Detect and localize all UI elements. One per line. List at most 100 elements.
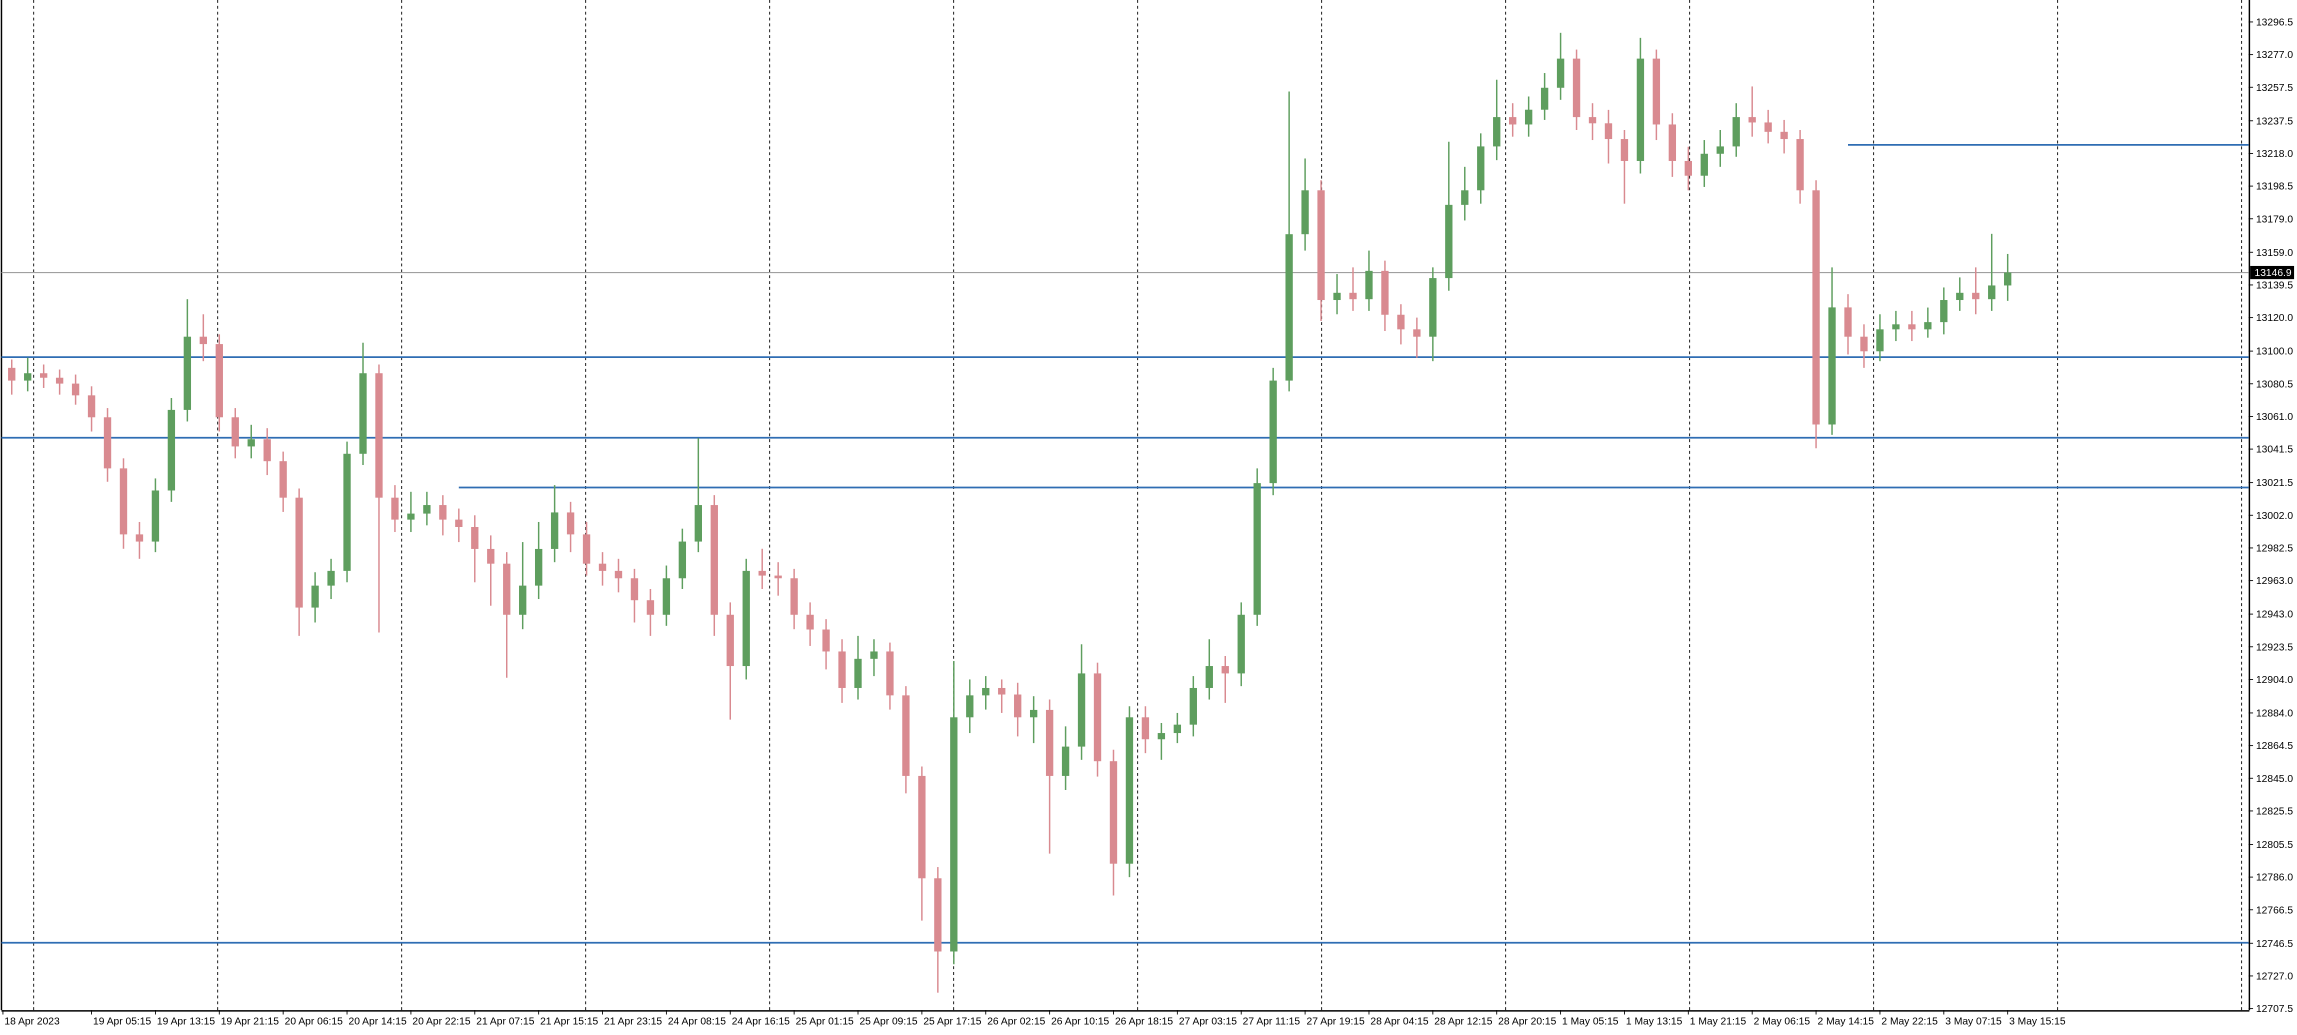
x-tick-label: 25 Apr 17:15 <box>923 1017 981 1028</box>
candle-body <box>279 461 287 498</box>
x-tick-label: 26 Apr 18:15 <box>1115 1017 1173 1028</box>
candle-body <box>1045 709 1054 776</box>
x-tick-label: 24 Apr 08:15 <box>668 1017 726 1028</box>
candle-body <box>694 505 702 542</box>
x-tick-label: 28 Apr 04:15 <box>1370 1017 1428 1028</box>
y-tick-label: 12805.5 <box>2256 840 2293 851</box>
current-price-label: 13146.9 <box>2255 268 2292 279</box>
candle-body <box>902 695 910 776</box>
candle-body <box>1540 87 1549 110</box>
candle-body <box>135 534 144 542</box>
x-tick-label: 1 May 21:15 <box>1690 1017 1747 1028</box>
candle-body <box>1061 746 1070 776</box>
candle-body <box>1572 58 1581 118</box>
y-tick-label: 13002.0 <box>2256 511 2293 522</box>
candle-body <box>391 497 399 520</box>
candle-body <box>1524 109 1533 125</box>
candle-body <box>1892 324 1900 330</box>
candle-body <box>167 409 176 491</box>
candle-body <box>1636 58 1645 161</box>
candle-body <box>870 651 878 659</box>
candle-body <box>758 570 766 576</box>
y-tick-label: 13237.5 <box>2256 116 2293 127</box>
candle-body <box>1269 380 1277 484</box>
candle-body <box>519 585 527 615</box>
candle-body <box>343 453 351 571</box>
candle-body <box>1556 58 1565 88</box>
x-tick-label: 20 Apr 14:15 <box>349 1017 407 1028</box>
candle-body <box>1413 329 1421 337</box>
candle-body <box>1253 483 1261 615</box>
candle-body <box>598 563 607 571</box>
candle-body <box>534 548 543 586</box>
y-tick-label: 12845.0 <box>2256 774 2293 785</box>
candle-body <box>1844 307 1852 337</box>
candle-body <box>1700 153 1708 176</box>
candle-body <box>1014 694 1022 718</box>
candle-body <box>183 336 192 410</box>
candle-body <box>1828 307 1836 425</box>
candle-body <box>1349 292 1357 300</box>
candle-body <box>1189 687 1197 725</box>
candle-body <box>1141 717 1150 740</box>
candle-body <box>774 575 782 579</box>
candle-body <box>742 570 750 667</box>
y-tick-label: 13139.5 <box>2256 280 2293 291</box>
candle-body <box>566 512 575 535</box>
y-tick-label: 12746.5 <box>2256 939 2293 950</box>
x-tick-label: 1 May 05:15 <box>1562 1017 1619 1028</box>
candle-body <box>1924 322 1932 330</box>
candle-body <box>423 505 431 514</box>
candle-body <box>1109 761 1118 864</box>
candle-body <box>471 527 479 549</box>
candle-body <box>1604 123 1613 140</box>
candle-body <box>1620 139 1629 161</box>
y-tick-label: 13159.0 <box>2256 248 2293 259</box>
candle-body <box>103 417 112 469</box>
candle-body <box>455 519 463 528</box>
candle-body <box>1716 146 1724 154</box>
candle-body <box>407 513 415 520</box>
y-tick-label: 13218.0 <box>2256 149 2293 160</box>
candle-body <box>1956 292 1964 301</box>
x-tick-label: 26 Apr 02:15 <box>987 1017 1045 1028</box>
candle-body <box>966 695 974 718</box>
candle-body <box>1093 673 1102 762</box>
candle-body <box>550 512 559 549</box>
candle-body <box>263 439 271 462</box>
candle-body <box>24 373 32 381</box>
candle-body <box>199 336 207 345</box>
y-tick-label: 12766.5 <box>2256 905 2293 916</box>
candle-body <box>1509 117 1517 125</box>
candle-body <box>662 578 671 615</box>
x-tick-label: 25 Apr 01:15 <box>796 1017 854 1028</box>
candle-body <box>1940 300 1948 323</box>
candle-body <box>646 600 655 615</box>
candle-body <box>1876 329 1884 352</box>
x-tick-label: 26 Apr 10:15 <box>1051 1017 1109 1028</box>
candle-body <box>151 490 160 542</box>
candle-body <box>1173 724 1182 734</box>
x-tick-label: 2 May 06:15 <box>1754 1017 1811 1028</box>
candle-body <box>854 658 862 688</box>
candle-body <box>39 373 48 378</box>
candle-body <box>710 505 718 615</box>
candle-body <box>1652 58 1661 125</box>
y-tick-label: 13100.0 <box>2256 347 2293 358</box>
candle-body <box>1077 673 1086 747</box>
candle-body <box>503 563 511 615</box>
candle-body <box>630 578 639 601</box>
y-tick-label: 12963.0 <box>2256 576 2293 587</box>
candle-body <box>439 505 447 520</box>
y-tick-label: 12786.0 <box>2256 873 2293 884</box>
x-tick-label: 3 May 07:15 <box>1945 1017 2002 1028</box>
x-tick-label: 2 May 22:15 <box>1881 1017 1938 1028</box>
current-price-tag <box>2250 265 2295 280</box>
candle-body <box>1285 234 1293 381</box>
x-tick-label: 28 Apr 12:15 <box>1434 1017 1492 1028</box>
y-tick-label: 13198.5 <box>2256 182 2293 193</box>
x-tick-label: 27 Apr 19:15 <box>1307 1017 1365 1028</box>
separators <box>33 0 2243 1011</box>
x-tick-label: 21 Apr 07:15 <box>476 1017 534 1028</box>
